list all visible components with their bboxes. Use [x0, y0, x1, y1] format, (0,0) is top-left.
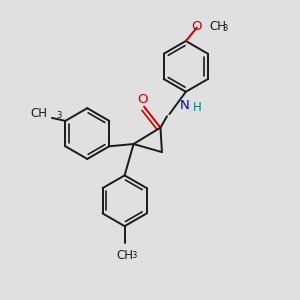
- Text: N: N: [180, 99, 190, 112]
- Text: 3: 3: [56, 111, 62, 120]
- Text: CH: CH: [116, 248, 133, 262]
- Text: H: H: [193, 101, 201, 114]
- Text: CH: CH: [210, 20, 227, 33]
- Text: CH: CH: [30, 107, 47, 120]
- Text: 3: 3: [222, 24, 228, 33]
- Text: 3: 3: [131, 250, 136, 260]
- Text: O: O: [137, 93, 148, 106]
- Text: O: O: [192, 20, 202, 33]
